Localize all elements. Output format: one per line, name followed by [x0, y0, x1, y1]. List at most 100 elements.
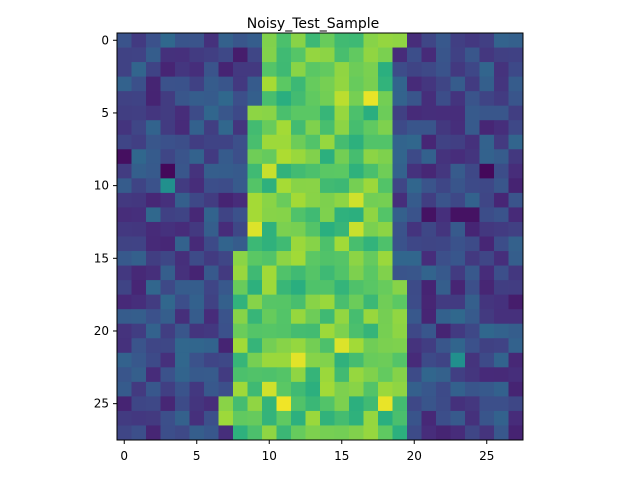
heatmap-cell	[117, 294, 132, 310]
heatmap-cell	[146, 251, 161, 266]
heatmap-cell	[508, 178, 524, 194]
heatmap-cell	[276, 134, 292, 150]
heatmap-cell	[175, 280, 190, 296]
heatmap-cell	[320, 134, 335, 150]
heatmap-cell	[479, 221, 495, 237]
heatmap-cell	[218, 396, 234, 412]
heatmap-cell	[160, 236, 176, 252]
heatmap-cell	[363, 221, 379, 237]
heatmap-cell	[291, 323, 306, 339]
heatmap-cell	[291, 309, 306, 325]
heatmap-cell	[349, 309, 364, 325]
heatmap-cell	[320, 338, 335, 354]
heatmap-cell	[305, 134, 321, 150]
heatmap-cell	[436, 265, 451, 281]
heatmap-cell	[363, 134, 379, 150]
heatmap-cell	[131, 149, 147, 165]
heatmap-cell	[450, 163, 466, 179]
heatmap-cell	[334, 294, 350, 310]
heatmap-cell	[276, 192, 292, 208]
heatmap-cell	[465, 163, 480, 179]
heatmap-cell	[204, 294, 219, 310]
heatmap-cell	[218, 192, 234, 208]
heatmap-cell	[117, 251, 132, 266]
heatmap-cell	[436, 207, 451, 223]
heatmap-cell	[436, 76, 451, 92]
heatmap-cell	[334, 425, 350, 441]
heatmap-cell	[247, 47, 263, 63]
heatmap-cell	[479, 309, 495, 325]
heatmap-cell	[479, 178, 495, 194]
heatmap-cell	[334, 47, 350, 63]
heatmap-cell	[320, 207, 335, 223]
heatmap-cell	[407, 352, 422, 368]
heatmap-cell	[479, 265, 495, 281]
heatmap-cell	[276, 120, 292, 136]
heatmap-cell	[378, 192, 393, 208]
heatmap-cell	[175, 62, 190, 78]
heatmap-cell	[131, 396, 147, 412]
heatmap-cell	[494, 280, 509, 296]
heatmap-cell	[146, 294, 161, 310]
heatmap-cell	[465, 425, 480, 441]
heatmap-cell	[479, 396, 495, 412]
heatmap-cell	[363, 76, 379, 92]
heatmap-cell	[320, 47, 335, 63]
heatmap-cell	[291, 236, 306, 252]
heatmap-cell	[334, 149, 350, 165]
heatmap-cell	[349, 294, 364, 310]
heatmap-cell	[262, 76, 277, 92]
heatmap-cell	[131, 410, 147, 426]
heatmap-cell	[349, 410, 364, 426]
heatmap-cell	[363, 410, 379, 426]
heatmap-cell	[146, 309, 161, 325]
heatmap-cell	[160, 323, 176, 339]
heatmap-cell	[349, 33, 364, 48]
heatmap-cell	[494, 47, 509, 63]
heatmap-cell	[407, 62, 422, 78]
heatmap-cell	[320, 396, 335, 412]
heatmap-cell	[465, 134, 480, 150]
heatmap-cell	[363, 47, 379, 63]
heatmap-cell	[436, 294, 451, 310]
heatmap-cell	[175, 236, 190, 252]
heatmap-cell	[189, 47, 205, 63]
heatmap-cell	[479, 62, 495, 78]
heatmap-cell	[349, 396, 364, 412]
heatmap-cell	[276, 323, 292, 339]
heatmap-cell	[175, 294, 190, 310]
heatmap-cell	[291, 381, 306, 397]
heatmap-cell	[189, 236, 205, 252]
heatmap-cell	[363, 309, 379, 325]
heatmap-cell	[421, 192, 437, 208]
heatmap-cell	[247, 62, 263, 78]
heatmap-cell	[363, 338, 379, 354]
heatmap-cell	[204, 396, 219, 412]
heatmap-cell	[494, 120, 509, 136]
heatmap-cell	[494, 352, 509, 368]
heatmap-cell	[291, 120, 306, 136]
heatmap-cell	[334, 367, 350, 383]
heatmap-cell	[204, 178, 219, 194]
heatmap-cell	[218, 163, 234, 179]
heatmap-cell	[233, 352, 248, 368]
heatmap-cell	[378, 149, 393, 165]
heatmap-cell	[160, 62, 176, 78]
heatmap-cell	[334, 410, 350, 426]
heatmap-cell	[305, 323, 321, 339]
heatmap-cell	[160, 134, 176, 150]
heatmap-cell	[233, 33, 248, 48]
heatmap-cell	[378, 62, 393, 78]
heatmap-cell	[131, 367, 147, 383]
heatmap-cell	[160, 149, 176, 165]
heatmap-cell	[407, 105, 422, 121]
heatmap-cell	[450, 149, 466, 165]
heatmap-cell	[465, 410, 480, 426]
heatmap-cell	[204, 338, 219, 354]
heatmap-cell	[320, 120, 335, 136]
heatmap-cell	[363, 192, 379, 208]
heatmap-cell	[247, 76, 263, 92]
heatmap-cell	[117, 221, 132, 237]
heatmap-cell	[146, 192, 161, 208]
heatmap-cell	[479, 163, 495, 179]
